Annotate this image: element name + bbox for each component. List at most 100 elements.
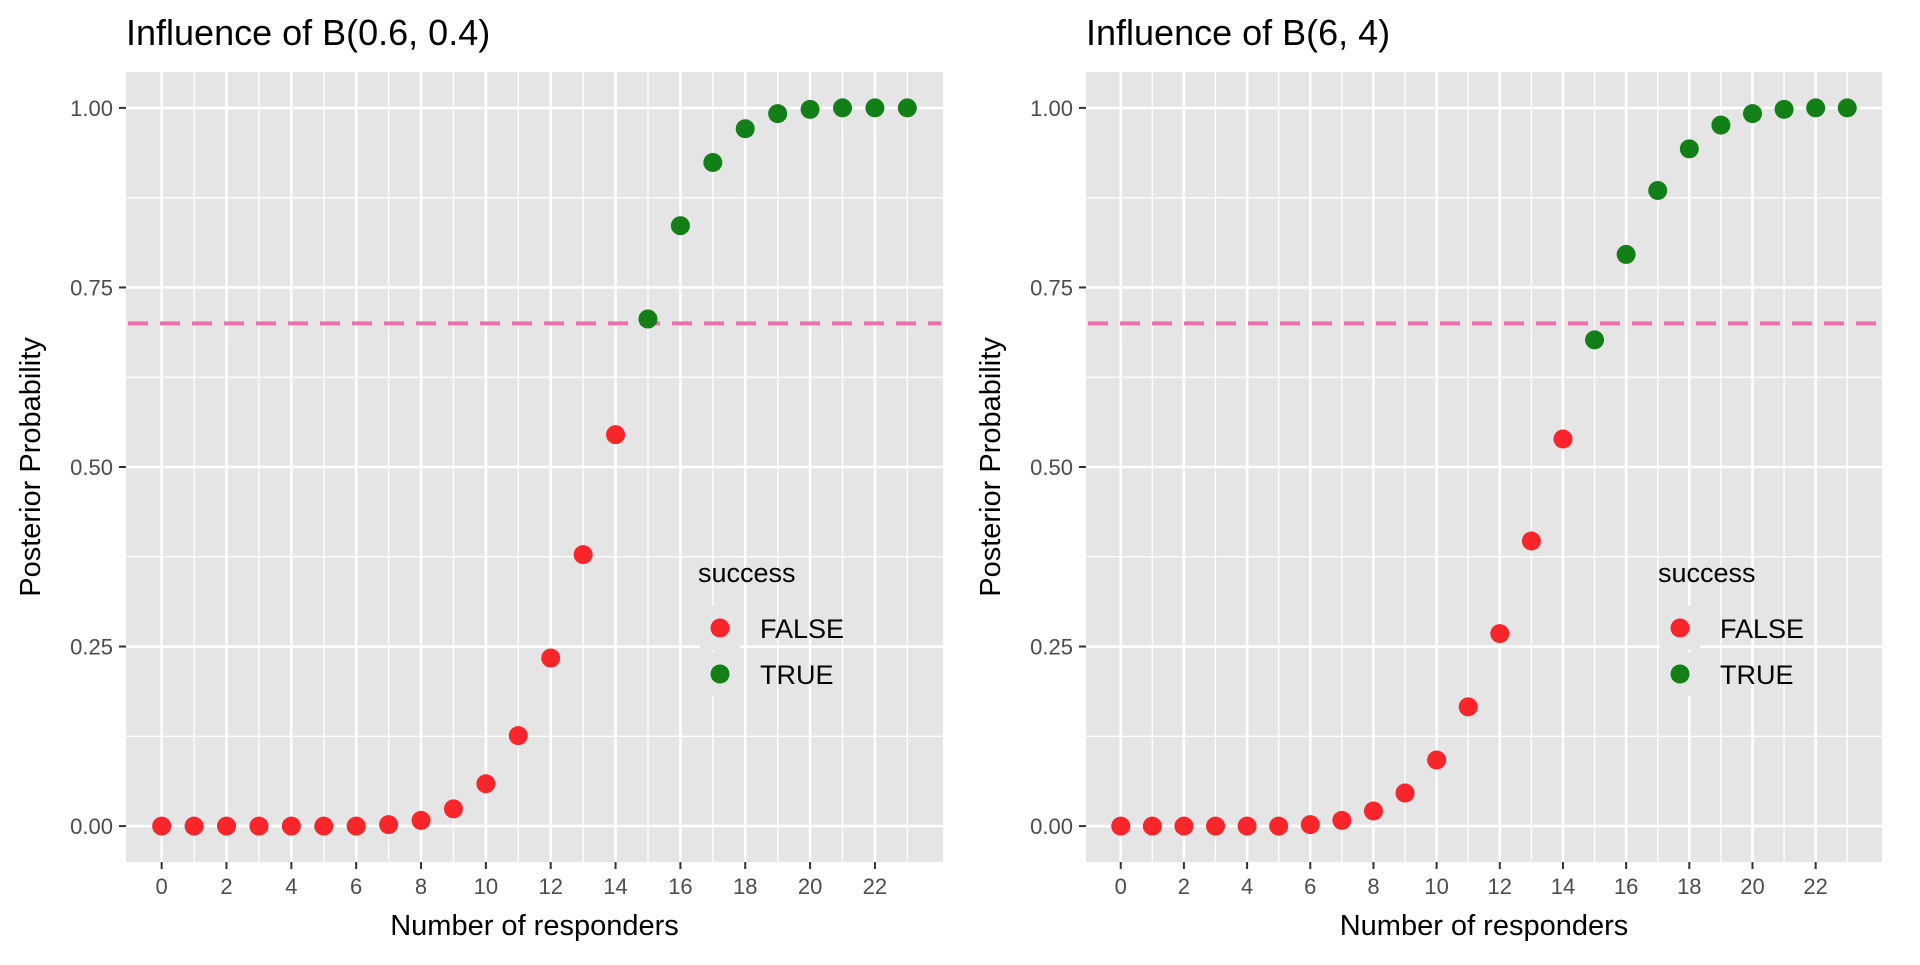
x-tick-label: 16 — [668, 874, 692, 899]
data-point-false — [606, 425, 626, 445]
x-tick-label: 18 — [1677, 874, 1701, 899]
data-point-false — [1332, 810, 1352, 830]
data-point-false — [1395, 783, 1415, 803]
y-tick-label: 0.25 — [1030, 635, 1073, 660]
x-tick-label: 14 — [603, 874, 627, 899]
y-axis-title: Posterior Probability — [975, 337, 1007, 597]
y-axis-title: Posterior Probability — [15, 337, 47, 597]
legend-label-true: TRUE — [1720, 660, 1794, 690]
data-point-true — [638, 309, 658, 329]
x-tick-label: 22 — [1803, 874, 1827, 899]
x-tick-label: 20 — [1740, 874, 1764, 899]
legend-label-false: FALSE — [1720, 614, 1804, 644]
data-point-false — [184, 816, 204, 836]
x-tick-label: 6 — [350, 874, 362, 899]
x-tick-label: 8 — [415, 874, 427, 899]
x-tick-label: 14 — [1551, 874, 1575, 899]
data-point-true — [1679, 139, 1699, 159]
data-point-false — [1237, 816, 1257, 836]
y-tick-label: 0.00 — [1030, 814, 1073, 839]
x-axis-title: Number of responders — [390, 910, 679, 942]
data-point-true — [865, 98, 885, 118]
data-point-true — [1585, 330, 1605, 350]
x-tick-label: 16 — [1614, 874, 1638, 899]
legend-label-true: TRUE — [760, 660, 834, 690]
data-point-false — [476, 774, 496, 794]
y-tick-label: 1.00 — [70, 96, 113, 121]
y-tick-label: 1.00 — [1030, 96, 1073, 121]
x-tick-label: 4 — [285, 874, 297, 899]
data-point-false — [1111, 816, 1131, 836]
data-point-false — [249, 816, 269, 836]
data-point-false — [541, 648, 561, 668]
data-point-false — [411, 810, 431, 830]
legend-label-false: FALSE — [760, 614, 844, 644]
data-point-false — [1174, 816, 1194, 836]
x-tick-label: 20 — [798, 874, 822, 899]
chart-panel-2: 0.00 0.25 0.50 0.75 1.00 0 2 4 6 8 10 12 14 16 18 20 22 I… — [975, 12, 1882, 942]
x-tick-label: 4 — [1241, 874, 1253, 899]
y-tick-label: 0.75 — [1030, 275, 1073, 300]
data-point-true — [832, 98, 852, 118]
data-point-true — [1742, 104, 1762, 124]
legend: success FALSE TRUE — [1658, 558, 1804, 696]
data-point-false — [443, 799, 463, 819]
x-tick-label: 12 — [1488, 874, 1512, 899]
data-point-false — [281, 816, 301, 836]
data-point-true — [1837, 98, 1857, 118]
x-tick-label: 12 — [538, 874, 562, 899]
data-point-true — [1616, 244, 1636, 264]
data-point-true — [1711, 115, 1731, 135]
data-point-false — [1553, 429, 1573, 449]
x-axis-title: Number of responders — [1340, 910, 1629, 942]
legend-key-false — [1670, 618, 1690, 638]
x-tick-label: 10 — [1424, 874, 1448, 899]
data-point-true — [1648, 181, 1668, 200]
data-point-false — [1427, 750, 1447, 770]
data-point-false — [1490, 624, 1510, 644]
x-tick-label: 2 — [220, 874, 232, 899]
chart-title: Influence of B(6, 4) — [1086, 12, 1390, 53]
data-point-false — [152, 816, 172, 836]
legend-title: success — [698, 558, 796, 588]
data-point-false — [1206, 816, 1226, 836]
data-point-false — [1458, 697, 1478, 717]
x-tick-label: 18 — [733, 874, 757, 899]
chart-panel-1: 0.00 0.25 0.50 0.75 1.00 0 2 4 6 8 10 12 14 16 18 20 22 I… — [15, 12, 943, 942]
x-tick-label: 6 — [1304, 874, 1316, 899]
data-point-true — [1774, 99, 1794, 119]
legend-key-true — [1670, 664, 1690, 684]
data-point-true — [670, 216, 690, 236]
data-point-false — [1142, 816, 1162, 836]
chart-title: Influence of B(0.6, 0.4) — [126, 12, 490, 53]
x-tick-label: 8 — [1367, 874, 1379, 899]
data-point-false — [508, 726, 528, 746]
x-tick-label: 2 — [1178, 874, 1190, 899]
data-point-false — [314, 816, 334, 836]
legend-title: success — [1658, 558, 1756, 588]
legend: success FALSE TRUE — [698, 558, 844, 696]
data-point-false — [1269, 816, 1289, 836]
data-point-false — [1363, 801, 1383, 821]
data-point-false — [217, 816, 237, 836]
data-point-false — [1521, 531, 1541, 551]
y-tick-label: 0.75 — [70, 275, 113, 300]
legend-key-false — [710, 618, 730, 638]
x-tick-label: 0 — [1115, 874, 1127, 899]
data-point-true — [735, 119, 755, 139]
legend-key-true — [710, 664, 730, 684]
y-tick-label: 0.50 — [70, 455, 113, 480]
data-point-false — [346, 816, 366, 836]
data-point-true — [703, 152, 723, 172]
y-tick-label: 0.25 — [70, 635, 113, 660]
x-tick-label: 0 — [156, 874, 168, 899]
x-tick-label: 22 — [863, 874, 887, 899]
data-point-true — [897, 98, 917, 118]
data-point-false — [379, 815, 399, 835]
y-tick-label: 0.00 — [70, 814, 113, 839]
x-tick-label: 10 — [474, 874, 498, 899]
data-point-true — [768, 104, 788, 124]
data-point-true — [1806, 98, 1826, 118]
